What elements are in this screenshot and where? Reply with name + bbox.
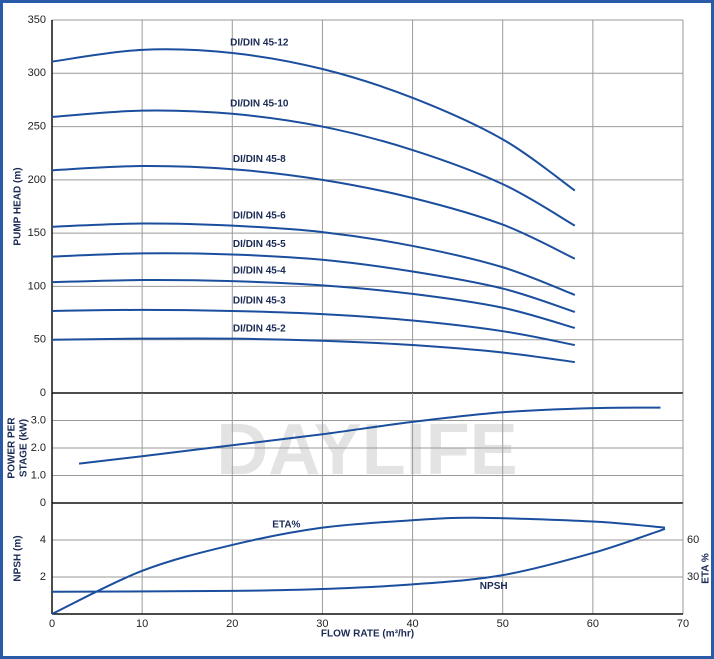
watermark: DAYLIFE [216,410,517,490]
series-label: DI/DIN 45-8 [233,154,286,165]
y-tick-label: 100 [28,280,46,292]
y-tick-label: 2.0 [31,442,46,454]
series-label: ETA% [272,520,300,531]
y-tick-label: 0 [40,497,46,509]
x-tick-label: 30 [316,618,328,630]
x-tick-label: 0 [49,618,55,630]
line-series [78,406,661,465]
series-label: DI/DIN 45-4 [233,266,286,277]
y-tick-label: 3.0 [31,414,46,426]
x-tick-label: 50 [497,618,509,630]
y-axis-title: NPSH (m) [13,535,24,581]
line-series [51,252,576,313]
x-tick-label: 40 [406,618,418,630]
y2-tick-label: 60 [687,534,699,546]
line-series [51,164,576,260]
x-tick-label: 70 [677,618,689,630]
series-label: DI/DIN 45-3 [233,296,286,307]
y-tick-label: 4 [40,534,46,546]
line-series [51,109,576,227]
line-series [51,278,576,329]
y-tick-label: 1.0 [31,469,46,481]
line-series [51,48,576,192]
series-label: DI/DIN 45-5 [233,239,286,250]
series-label: DI/DIN 45-2 [233,323,286,334]
series-label: NPSH [480,581,508,592]
y-axis-title: POWER PER [7,417,18,479]
y-tick-label: 300 [28,67,46,79]
x-tick-label: 60 [587,618,599,630]
y2-tick-label: 30 [687,571,699,583]
series-label: DI/DIN 45-6 [233,210,286,221]
y2-axis-title: ETA % [701,553,712,584]
y-axis-title: PUMP HEAD (m) [13,167,24,245]
series-label: DI/DIN 45-12 [230,38,289,49]
line-series [51,527,666,593]
y-tick-label: 0 [40,387,46,399]
x-axis-title: FLOW RATE (m³/hr) [321,629,414,640]
line-series [51,337,575,364]
y-tick-label: 200 [28,174,46,186]
line-series [51,222,576,296]
x-tick-label: 10 [136,618,148,630]
series-label: DI/DIN 45-10 [230,98,289,109]
line-series [51,516,666,615]
y-tick-label: 150 [28,227,46,239]
y-tick-label: 250 [28,120,46,132]
y-axis-title: STAGE (kW) [19,419,30,477]
line-series [51,308,576,347]
y-tick-label: 50 [34,334,46,346]
y-tick-label: 2 [40,571,46,583]
y-tick-label: 350 [28,14,46,26]
x-tick-label: 20 [226,618,238,630]
